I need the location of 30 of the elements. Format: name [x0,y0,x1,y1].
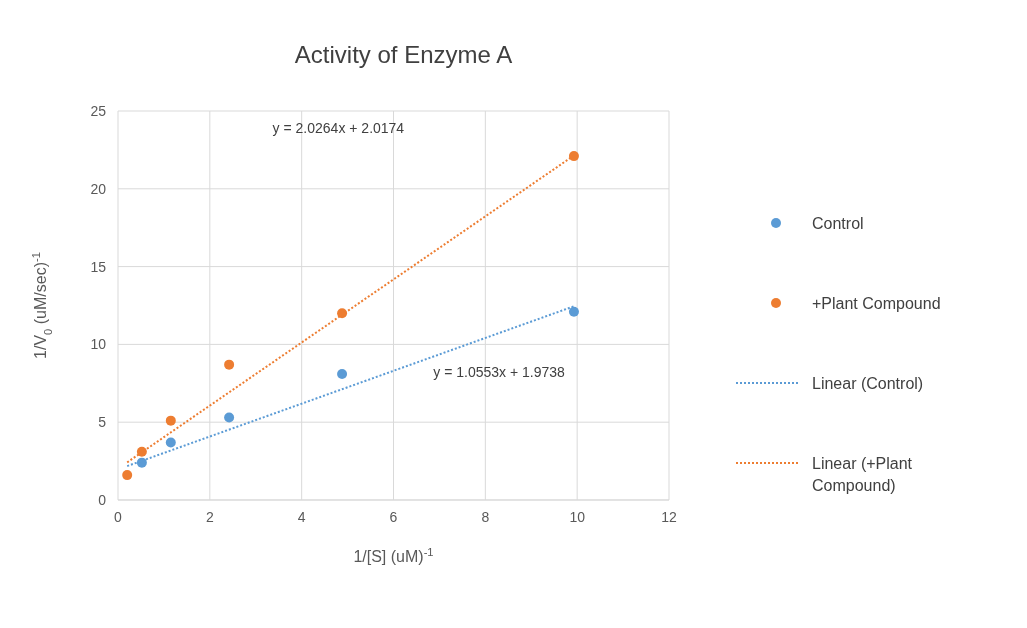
x-tick-label: 12 [661,509,677,525]
annotation: y = 2.0264x + 2.0174 [272,119,405,136]
point [122,470,133,481]
x-tick-label: 6 [389,509,398,525]
chart-title: Activity of Enzyme A [294,41,513,68]
y-tick-label: 0 [98,492,107,508]
x-tick-label: 4 [297,509,306,525]
point [165,437,176,448]
point [568,151,579,162]
y-tick-label: 20 [90,180,107,197]
x-tick-label: 2 [205,509,214,525]
point [165,415,176,426]
legend-label: Linear (+Plant Compound) [812,455,913,494]
point [337,368,348,379]
x-tick-label: 0 [114,509,123,525]
y-tick-label: 25 [90,103,107,119]
y-tick-label: 15 [90,258,107,275]
point [136,457,147,468]
annotation: y = 1.0553x + 1.9738 [433,364,566,381]
point [224,412,235,423]
point [224,359,235,370]
x-tick-label: 8 [481,509,490,525]
y-tick-label: 10 [90,336,107,353]
point [568,306,579,317]
y-tick-label: 5 [98,414,107,431]
legend-label: Linear (Control) [812,375,924,392]
legend-label: Control [812,215,864,232]
x-axis-title: 1/[S] (uM)$^{-1}$ [353,546,434,565]
x-tick-label: 10 [569,509,586,525]
legend-label: +Plant Compound [812,295,941,312]
